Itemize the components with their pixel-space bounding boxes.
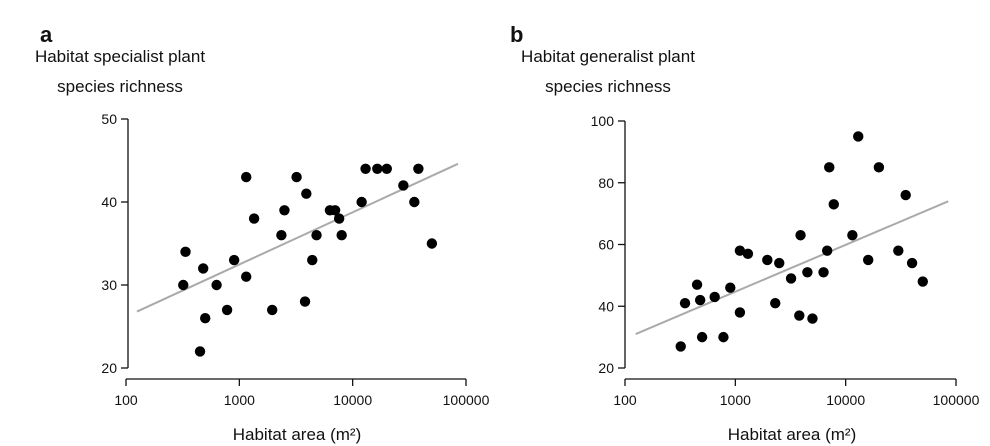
data-point: [426, 238, 438, 249]
data-point: [917, 276, 928, 287]
x-tick-label: 100000: [443, 392, 490, 408]
data-point: [679, 297, 691, 309]
x-tick-label: 100000: [933, 392, 980, 408]
data-point: [178, 279, 189, 291]
data-point: [718, 331, 729, 343]
data-point: [802, 267, 813, 278]
trend-line: [635, 200, 949, 335]
scatter-chart-a: a Habitat specialist plant species richn…: [35, 22, 490, 444]
data-point: [853, 131, 864, 142]
data-point: [762, 254, 773, 266]
panel-label: b: [510, 22, 523, 47]
data-point: [398, 180, 409, 191]
data-point: [795, 230, 806, 241]
data-point: [873, 162, 885, 173]
x-tick-label: 100: [114, 392, 138, 408]
y-tick-label: 80: [598, 175, 614, 191]
data-point: [301, 188, 312, 199]
data-point: [734, 307, 746, 318]
data-point: [821, 245, 833, 256]
data-point: [794, 310, 805, 321]
data-point: [694, 294, 706, 306]
data-point: [180, 246, 191, 257]
y-tick-label: 30: [101, 277, 117, 293]
plot-area: 20 30 40 50 100 1000 10000 100000: [101, 111, 489, 408]
data-point: [194, 346, 206, 357]
data-point: [824, 162, 835, 173]
chart-panel-a: a Habitat specialist plant species richn…: [35, 22, 490, 444]
data-point: [696, 331, 708, 343]
data-point: [893, 245, 904, 256]
y-tick-label: 20: [101, 360, 117, 376]
data-point: [774, 257, 785, 269]
data-point: [709, 291, 720, 303]
data-point: [329, 205, 341, 216]
data-point: [675, 341, 686, 352]
data-point: [248, 213, 260, 224]
y-tick-label: 40: [101, 194, 117, 210]
data-point: [818, 267, 829, 278]
x-axis-label: Habitat area (m²): [233, 425, 361, 444]
y-tick-label: 60: [598, 237, 614, 253]
data-point: [356, 196, 367, 208]
data-point: [279, 205, 290, 216]
data-point: [742, 248, 754, 259]
data-point: [267, 304, 278, 316]
data-point: [311, 230, 322, 241]
scatter-chart-b: b Habitat generalist plant species richn…: [510, 22, 980, 444]
y-axis-label-line2: species richness: [57, 77, 183, 96]
data-point: [725, 282, 736, 293]
data-point: [241, 271, 252, 282]
data-point: [900, 189, 911, 201]
data-point: [200, 313, 211, 324]
data-point: [409, 196, 420, 208]
x-axis-label: Habitat area (m²): [728, 425, 856, 444]
data-point: [307, 254, 318, 266]
panel-label: a: [40, 22, 53, 47]
y-tick-label: 100: [591, 113, 615, 129]
data-point: [291, 171, 302, 183]
y-axis-label-line1: Habitat specialist plant: [35, 47, 205, 66]
data-point: [381, 163, 392, 174]
data-point: [413, 163, 424, 174]
x-tick-label: 100: [613, 392, 637, 408]
x-tick-label: 1000: [224, 392, 255, 408]
data-point: [276, 230, 287, 241]
data-point: [906, 257, 918, 269]
data-point: [691, 279, 703, 290]
x-tick-label: 10000: [826, 392, 865, 408]
data-point: [862, 254, 874, 266]
y-axis-label-line1: Habitat generalist plant: [521, 47, 695, 66]
data-point: [785, 273, 797, 284]
x-tick-label: 1000: [720, 392, 751, 408]
data-point: [198, 263, 209, 274]
data-point: [333, 213, 345, 224]
data-point: [360, 163, 371, 174]
data-point: [828, 199, 839, 210]
y-tick-label: 50: [101, 111, 117, 127]
plot-area: 20 40 60 80 100 100 1000 10000 100000: [591, 113, 980, 408]
data-point: [847, 230, 858, 241]
data-point: [241, 171, 252, 183]
data-point: [807, 313, 818, 324]
data-point: [299, 296, 311, 307]
data-point: [228, 254, 240, 266]
data-point: [734, 245, 746, 256]
y-tick-label: 20: [598, 360, 614, 376]
x-tick-label: 10000: [333, 392, 372, 408]
data-point: [336, 230, 347, 241]
data-point: [770, 297, 781, 309]
data-point: [372, 163, 383, 174]
y-tick-label: 40: [598, 298, 614, 314]
data-point: [221, 304, 233, 316]
chart-panel-b: b Habitat generalist plant species richn…: [495, 0, 990, 446]
data-point: [211, 279, 222, 291]
y-axis-label-line2: species richness: [545, 77, 671, 96]
